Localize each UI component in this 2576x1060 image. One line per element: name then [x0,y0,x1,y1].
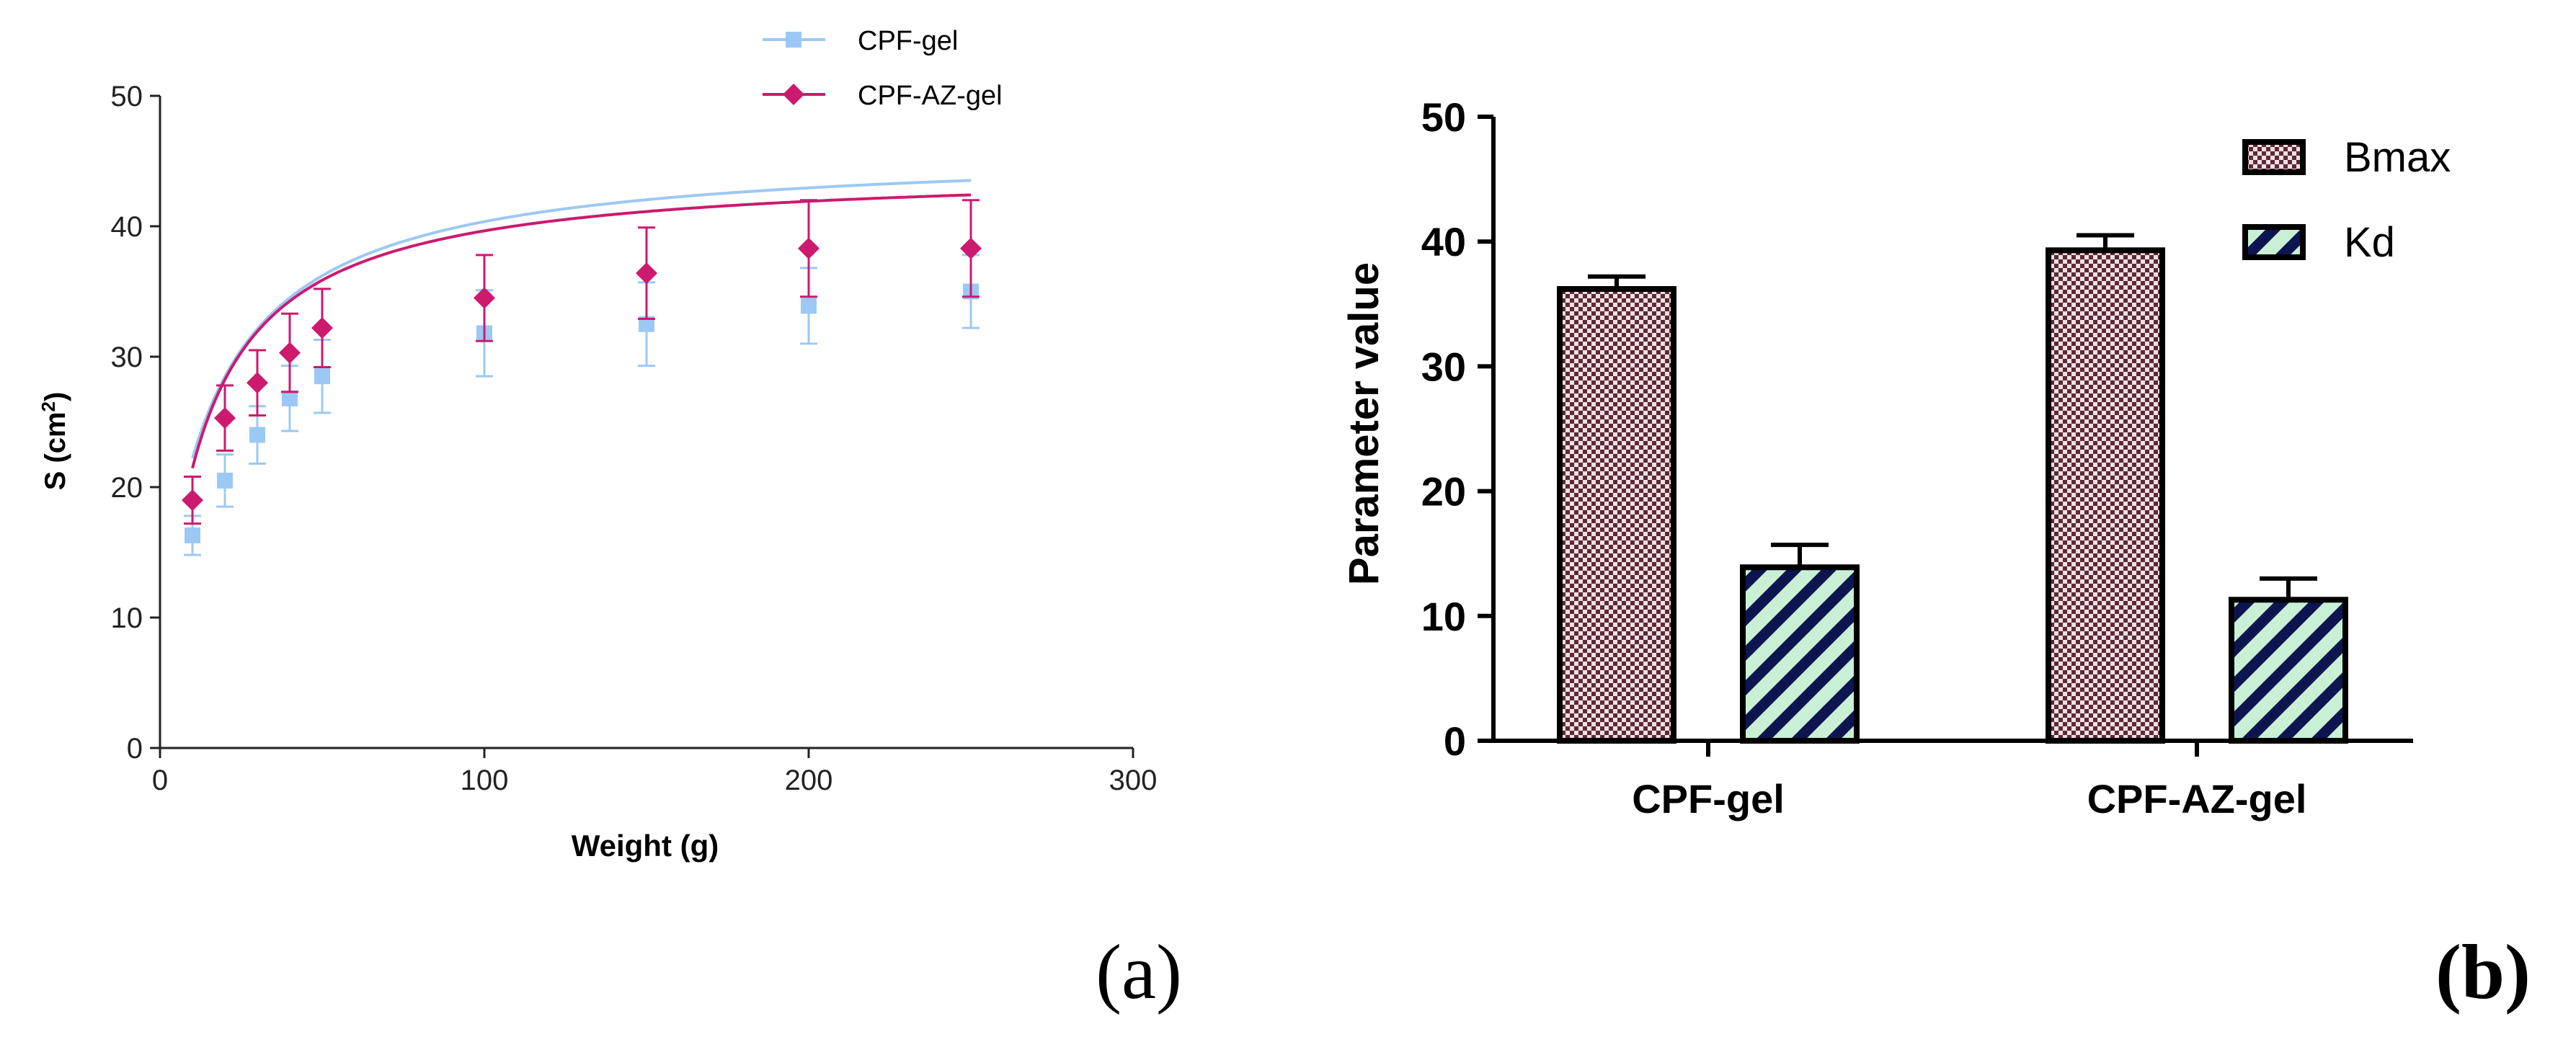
chart-b-y-tick-label: 20 [1421,469,1466,515]
chart-a-axes [150,94,1134,758]
chart-b-y-tick-label: 30 [1421,344,1466,389]
chart-b-x-tick-label: CPF-AZ-gel [2087,776,2307,821]
panel-label-b: (b) [2435,930,2531,1015]
chart-b-y-axis-label: Parameter value [1341,262,1387,585]
data-point-cpf-gel [249,427,265,443]
series-cpf-gel [184,179,980,556]
bar-kd [1740,564,1860,744]
chart-a-x-axis-label: Weight (g) [572,829,719,863]
chart-b-y-tick-label: 10 [1421,594,1466,639]
chart-a-legend: CPF-gel CPF-AZ-gel [763,26,1003,111]
data-point-cpf-az-gel [636,262,657,285]
chart-b-legend: Bmax Kd [2242,134,2451,266]
legend-cpf-gel-marker [786,32,801,48]
data-point-cpf-gel [639,316,654,332]
data-point-cpf-az-gel [311,317,333,339]
legend-item-cpf-az-gel: CPF-AZ-gel [763,81,1003,111]
chart-b-tick-labels: 0 10 20 30 40 50 CPF-gel CPF-AZ-gel [1421,94,2307,821]
chart-a-tick-labels: 0 10 20 30 40 50 0 100 200 300 [111,81,1158,796]
data-point-cpf-az-gel [279,342,301,364]
bar-bmax [1557,286,1676,744]
data-point-cpf-az-gel [960,237,982,259]
chart-a-y-axis-label: S (cm2) [37,392,71,491]
bar-bmax [2046,247,2165,744]
legend-item-kd: Kd [2242,219,2395,266]
legend-kd-swatch [2242,224,2306,260]
chart-a-y-tick-label: 20 [111,472,143,504]
data-point-cpf-gel [185,527,200,543]
data-point-cpf-az-gel [798,237,820,259]
legend-cpf-gel-label: CPF-gel [858,26,958,56]
legend-bmax-label: Bmax [2344,134,2451,181]
chart-b-marks [1557,233,2348,744]
data-point-cpf-az-gel [182,489,203,512]
chart-a-y-tick-label: 30 [111,342,143,373]
legend-item-bmax: Bmax [2242,134,2451,181]
chart-a: 0 10 20 30 40 50 0 100 200 300 Weight (g) S (cm2)… [37,26,1157,863]
chart-a-y-tick-label: 10 [111,602,143,634]
chart-a-y-tick-label: 40 [111,211,143,243]
chart-a-x-tick-label: 200 [785,765,833,796]
legend-bmax-swatch [2242,139,2306,175]
data-point-cpf-gel [282,390,298,406]
chart-b: 0 10 20 30 40 50 CPF-gel CPF-AZ-gel Parameter v… [1341,94,2451,821]
chart-b-y-tick-label: 50 [1421,94,1466,140]
data-point-cpf-gel [801,298,817,314]
data-point-cpf-az-gel [474,287,495,309]
legend-cpf-az-gel-label: CPF-AZ-gel [858,81,1003,111]
chart-a-x-tick-label: 100 [461,765,509,796]
data-point-cpf-az-gel [247,372,268,394]
fit-curve-cpf-gel [191,179,972,459]
chart-a-y-tick-label: 50 [111,81,143,112]
chart-b-x-tick-label: CPF-gel [1632,776,1785,821]
data-point-cpf-gel [314,368,330,385]
legend-cpf-az-gel-marker [783,84,804,105]
legend-item-cpf-gel: CPF-gel [763,26,958,56]
bar-kd [2229,597,2348,744]
chart-a-x-tick-label: 300 [1109,765,1158,796]
fit-curve-cpf-az-gel [191,193,972,469]
series-cpf-az-gel [182,193,982,525]
legend-kd-label: Kd [2344,219,2395,266]
chart-a-y-tick-label: 0 [127,733,143,765]
chart-b-axes [1478,115,2413,757]
panel-label-a: (a) [1096,930,1182,1015]
data-point-cpf-az-gel [214,407,236,429]
chart-a-marks [182,179,982,556]
chart-a-x-tick-label: 0 [152,765,168,796]
data-point-cpf-gel [217,472,233,489]
chart-b-y-tick-label: 40 [1421,219,1466,264]
chart-b-y-tick-label: 0 [1444,718,1466,764]
